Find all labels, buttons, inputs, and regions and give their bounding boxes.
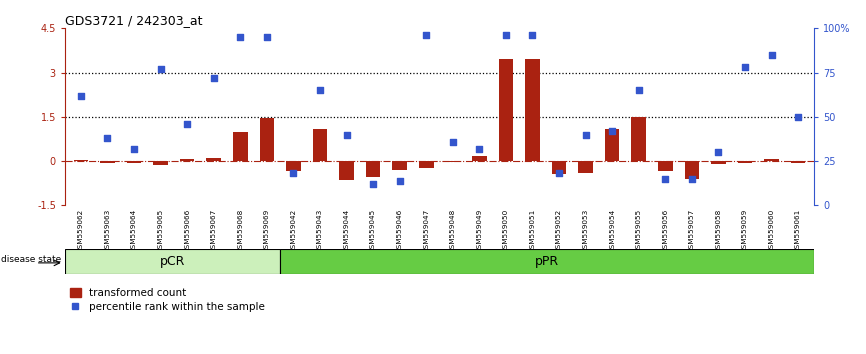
Text: GSM559069: GSM559069: [264, 209, 270, 253]
Text: GSM559050: GSM559050: [503, 209, 509, 253]
Text: GSM559045: GSM559045: [370, 209, 376, 253]
Text: GSM559059: GSM559059: [742, 209, 748, 253]
Point: [366, 181, 380, 187]
Point: [792, 114, 805, 120]
Legend: transformed count, percentile rank within the sample: transformed count, percentile rank withi…: [70, 289, 265, 312]
Bar: [339, 161, 354, 180]
Bar: [392, 161, 407, 170]
Bar: [280, 249, 814, 274]
Bar: [233, 132, 248, 161]
Text: GSM559051: GSM559051: [529, 209, 535, 253]
Point: [313, 87, 326, 93]
Text: GSM559065: GSM559065: [158, 209, 164, 253]
Bar: [153, 161, 168, 165]
Point: [605, 128, 619, 134]
Point: [287, 171, 301, 176]
Text: GSM559048: GSM559048: [449, 209, 456, 253]
Bar: [419, 161, 434, 169]
Point: [127, 146, 141, 152]
Point: [446, 139, 460, 144]
Text: GSM559046: GSM559046: [397, 209, 403, 253]
Text: GSM559056: GSM559056: [662, 209, 669, 253]
Text: GSM559068: GSM559068: [237, 209, 243, 253]
Text: GSM559054: GSM559054: [609, 209, 615, 253]
Bar: [738, 161, 753, 162]
Bar: [658, 161, 673, 171]
Text: pCR: pCR: [160, 255, 185, 268]
Bar: [578, 161, 593, 173]
Point: [526, 33, 540, 38]
Text: GSM559064: GSM559064: [131, 209, 137, 253]
Text: GSM559044: GSM559044: [344, 209, 350, 253]
Point: [419, 33, 433, 38]
Bar: [764, 159, 779, 161]
Point: [473, 146, 487, 152]
Bar: [313, 129, 327, 161]
Bar: [552, 161, 566, 175]
Point: [233, 34, 247, 40]
Bar: [180, 159, 195, 161]
Bar: [206, 158, 221, 161]
Point: [553, 171, 566, 176]
Text: GSM559060: GSM559060: [768, 209, 774, 253]
Point: [260, 34, 274, 40]
Text: GSM559055: GSM559055: [636, 209, 642, 253]
Bar: [365, 161, 380, 177]
Text: GSM559066: GSM559066: [184, 209, 191, 253]
Bar: [126, 161, 141, 162]
Bar: [684, 161, 699, 179]
Bar: [604, 129, 619, 161]
Bar: [65, 249, 280, 274]
Bar: [445, 161, 460, 162]
Text: GSM559053: GSM559053: [583, 209, 589, 253]
Bar: [286, 161, 301, 171]
Text: pPR: pPR: [535, 255, 559, 268]
Text: GSM559061: GSM559061: [795, 209, 801, 253]
Point: [499, 33, 513, 38]
Bar: [711, 161, 726, 164]
Point: [765, 52, 779, 58]
Bar: [100, 161, 115, 162]
Text: GSM559052: GSM559052: [556, 209, 562, 253]
Point: [738, 64, 752, 70]
Text: GSM559049: GSM559049: [476, 209, 482, 253]
Text: GSM559057: GSM559057: [688, 209, 695, 253]
Point: [180, 121, 194, 127]
Point: [207, 75, 221, 81]
Bar: [631, 117, 646, 161]
Point: [712, 149, 726, 155]
Point: [100, 135, 114, 141]
Bar: [74, 160, 88, 161]
Point: [685, 176, 699, 182]
Text: GSM559063: GSM559063: [105, 209, 111, 253]
Point: [339, 132, 353, 137]
Text: GSM559058: GSM559058: [715, 209, 721, 253]
Point: [658, 176, 672, 182]
Text: GDS3721 / 242303_at: GDS3721 / 242303_at: [65, 14, 203, 27]
Bar: [499, 59, 514, 161]
Bar: [791, 161, 805, 162]
Text: GSM559067: GSM559067: [210, 209, 216, 253]
Text: GSM559047: GSM559047: [423, 209, 430, 253]
Bar: [472, 156, 487, 161]
Bar: [525, 59, 540, 161]
Point: [392, 178, 406, 183]
Point: [632, 87, 646, 93]
Point: [153, 66, 167, 72]
Point: [74, 93, 87, 98]
Text: GSM559043: GSM559043: [317, 209, 323, 253]
Bar: [260, 118, 275, 161]
Text: disease state: disease state: [2, 255, 61, 264]
Text: GSM559042: GSM559042: [290, 209, 296, 253]
Text: GSM559062: GSM559062: [78, 209, 84, 253]
Point: [578, 132, 592, 137]
